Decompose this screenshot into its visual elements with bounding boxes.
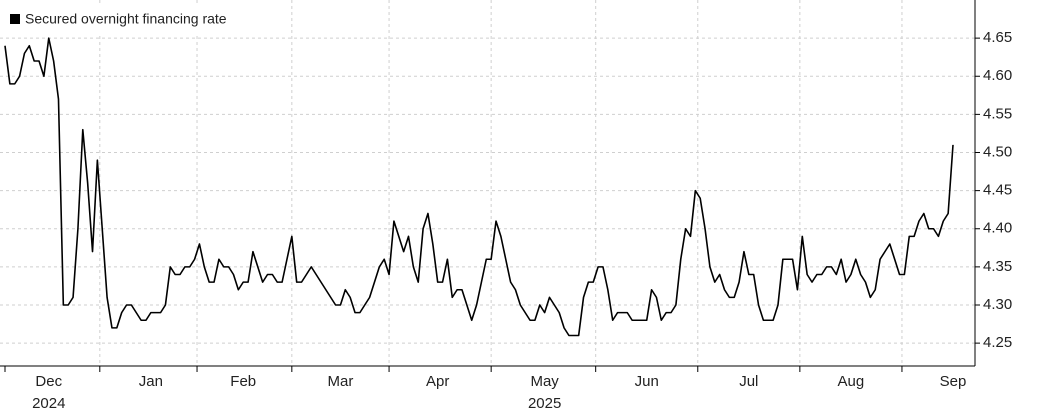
y-tick-label: 4.45 xyxy=(983,182,1012,199)
year-label: 2024 xyxy=(32,395,65,412)
x-tick-label: Dec xyxy=(35,373,62,390)
y-tick-label: 4.60 xyxy=(983,67,1012,84)
y-tick-label: 4.40 xyxy=(983,220,1012,237)
y-tick-label: 4.30 xyxy=(983,296,1012,313)
y-tick-label: 4.35 xyxy=(983,258,1012,275)
legend: Secured overnight financing rate xyxy=(4,6,238,34)
y-tick-label: 4.65 xyxy=(983,29,1012,46)
legend-swatch xyxy=(10,14,20,24)
year-label: 2025 xyxy=(528,395,561,412)
x-tick-label: Sep xyxy=(940,373,967,390)
x-tick-label: Mar xyxy=(328,373,354,390)
x-tick-label: Aug xyxy=(838,373,865,390)
legend-label: Secured overnight financing rate xyxy=(25,11,227,27)
y-tick-label: 4.55 xyxy=(983,105,1012,122)
line-series xyxy=(4,37,954,337)
x-tick-label: May xyxy=(530,373,559,390)
y-tick-label: 4.25 xyxy=(983,334,1012,351)
x-tick-label: Jun xyxy=(635,373,659,390)
x-tick-label: Jul xyxy=(739,373,758,390)
x-tick-label: Apr xyxy=(426,373,449,390)
x-tick-label: Feb xyxy=(230,373,256,390)
x-tick-label: Jan xyxy=(139,373,163,390)
y-tick-label: 4.50 xyxy=(983,143,1012,160)
legend-box xyxy=(4,6,238,34)
